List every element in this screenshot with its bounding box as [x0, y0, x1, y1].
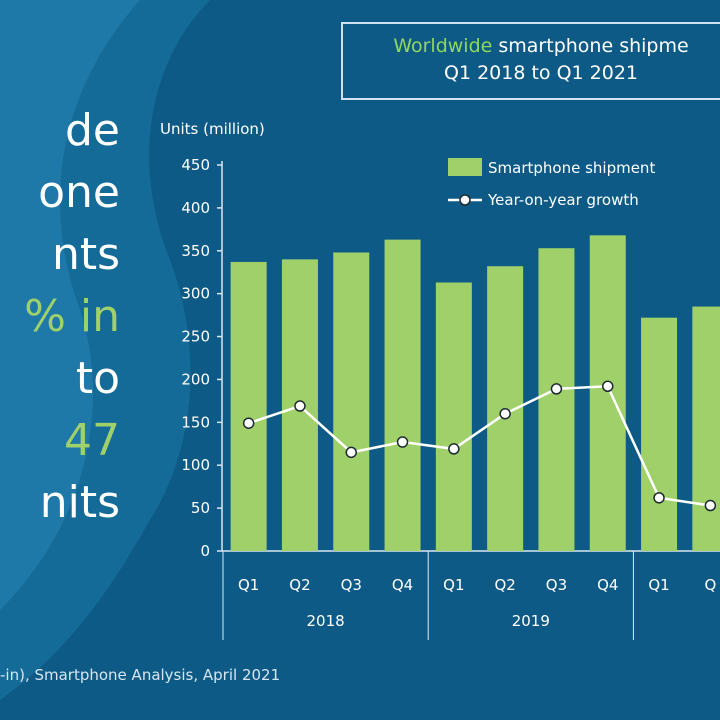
- bar: [589, 235, 626, 552]
- year-label: 2018: [307, 612, 345, 630]
- bar: [333, 252, 370, 551]
- growth-point: [345, 446, 357, 459]
- x-tick-label: Q3: [341, 576, 362, 594]
- x-tick-label: Q: [704, 576, 716, 594]
- x-tick-label: Q4: [597, 576, 618, 594]
- chart-title-rest: smartphone shipme: [492, 35, 689, 57]
- y-tick-label: 300: [181, 285, 210, 303]
- headline-line-1: de: [65, 105, 120, 156]
- headline-line-7: nits: [39, 477, 120, 528]
- legend-swatch-marker: [459, 194, 471, 206]
- bar: [384, 239, 421, 552]
- year-label: 2019: [512, 612, 550, 630]
- headline-line-2: one: [38, 167, 120, 218]
- headline-line-3: nts: [51, 229, 120, 280]
- growth-line: [248, 385, 711, 507]
- headline-text: de one nts % in to 47 nits: [0, 100, 120, 534]
- chart-title-line-2: Q1 2018 to Q1 2021: [443, 62, 639, 84]
- x-tick-label: Q2: [289, 576, 310, 594]
- x-tick-label: Q1: [238, 576, 259, 594]
- bar: [641, 317, 678, 551]
- bar: [435, 282, 472, 551]
- y-tick-label: 400: [181, 199, 210, 217]
- x-tick-label: Q1: [648, 576, 669, 594]
- growth-point: [653, 492, 665, 504]
- growth-point: [242, 417, 255, 429]
- x-tick-label: Q3: [546, 576, 567, 594]
- y-axis-label: Units (million): [160, 120, 265, 138]
- growth-point: [294, 400, 306, 412]
- growth-point: [704, 499, 717, 512]
- chart-title-line-1: Worldwide smartphone shipme: [343, 33, 720, 60]
- headline-line-6: 47: [64, 415, 120, 466]
- source-note: -in), Smartphone Analysis, April 2021: [0, 666, 281, 684]
- growth-point: [448, 443, 460, 455]
- chart-title-box: Worldwide smartphone shipme Q1 2018 to Q…: [341, 22, 720, 100]
- growth-point: [550, 383, 563, 395]
- y-tick-label: 50: [191, 499, 210, 517]
- y-tick-label: 100: [181, 456, 210, 474]
- legend-label-line: Year-on-year growth: [487, 191, 639, 209]
- x-tick-label: Q1: [443, 576, 464, 594]
- growth-point: [499, 408, 511, 420]
- y-tick-label: 150: [181, 413, 210, 431]
- y-tick-label: 200: [181, 370, 210, 388]
- legend-swatch-bars: [448, 158, 482, 176]
- y-tick-label: 350: [181, 242, 210, 260]
- headline-line-4: % in: [24, 291, 120, 342]
- headline-line-5: to: [75, 353, 120, 404]
- x-tick-label: Q2: [494, 576, 515, 594]
- y-tick-label: 450: [181, 156, 210, 174]
- y-tick-label: 250: [181, 328, 210, 346]
- legend-label-bars: Smartphone shipment: [488, 159, 655, 177]
- growth-point: [602, 380, 614, 393]
- x-tick-label: Q4: [392, 576, 413, 594]
- growth-point: [396, 436, 409, 448]
- bar: [538, 248, 575, 551]
- bar: [692, 306, 720, 551]
- y-tick-label: 0: [200, 542, 210, 560]
- chart-title-accent: Worldwide: [393, 35, 493, 57]
- bar: [230, 261, 267, 551]
